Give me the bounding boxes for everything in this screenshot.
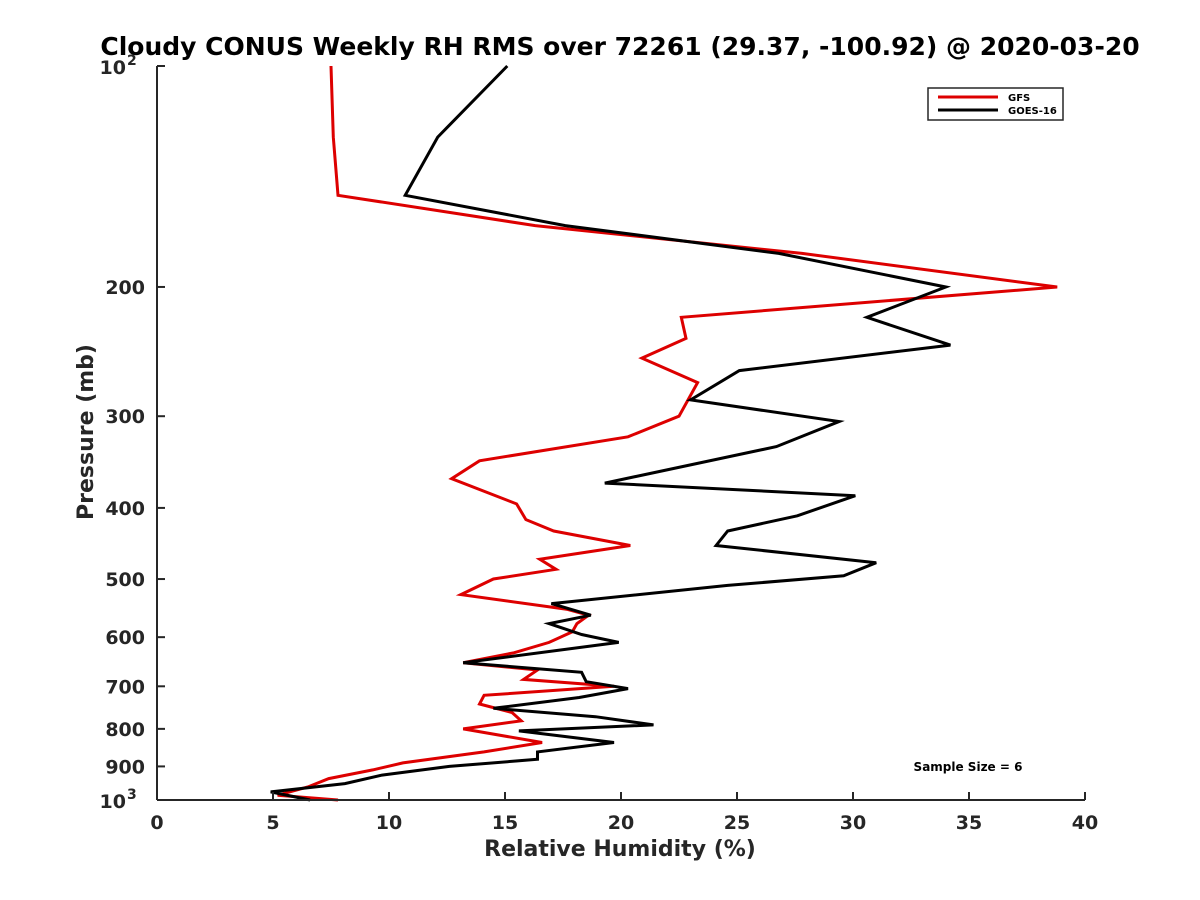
- y-tick-label: 600: [105, 627, 145, 649]
- chart-title: Cloudy CONUS Weekly RH RMS over 72261 (2…: [100, 32, 1139, 61]
- series-line-goes-16: [270, 64, 952, 802]
- x-tick-label: 25: [724, 812, 750, 834]
- series-line-gfs: [277, 65, 1058, 802]
- legend-label-gfs: GFS: [1008, 93, 1030, 104]
- y-tick-label-exponent: 3: [127, 787, 137, 803]
- x-tick-label: 0: [150, 812, 163, 834]
- y-tick-label-base: 10: [100, 791, 126, 813]
- y-tick-label-power: 10 2: [100, 53, 137, 79]
- y-axis-label: Pressure (mb): [74, 344, 99, 520]
- y-tick-label: 700: [105, 676, 145, 698]
- y-tick-label: 300: [105, 406, 145, 428]
- y-tick-label: 900: [105, 756, 145, 778]
- y-tick-label: 800: [105, 719, 145, 741]
- legend-label-goes-16: GOES-16: [1008, 106, 1057, 117]
- x-tick-label: 35: [956, 812, 982, 834]
- y-tick-label-base: 10: [100, 57, 126, 79]
- series-layer: [270, 64, 1058, 802]
- x-tick-label: 20: [608, 812, 634, 834]
- y-tick-label-exponent: 2: [127, 53, 137, 69]
- x-tick-label: 10: [376, 812, 402, 834]
- x-tick-label: 15: [492, 812, 518, 834]
- x-tick-label: 40: [1072, 812, 1098, 834]
- sample-size-annotation: Sample Size = 6: [914, 760, 1023, 774]
- y-tick-label: 400: [105, 498, 145, 520]
- y-tick-label: 500: [105, 569, 145, 591]
- legend: GFS GOES-16: [927, 87, 1064, 121]
- y-tick-label: 200: [105, 277, 145, 299]
- y-tick-label-power: 10 3: [100, 787, 137, 813]
- legend-box: [927, 87, 1064, 121]
- x-tick-label: 30: [840, 812, 866, 834]
- x-tick-label: 5: [266, 812, 279, 834]
- x-axis-label: Relative Humidity (%): [484, 837, 756, 862]
